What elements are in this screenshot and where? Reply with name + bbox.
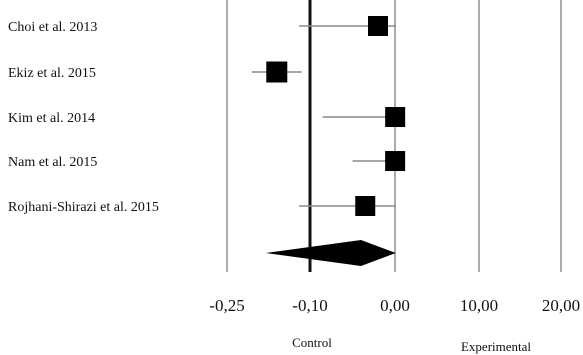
effect-marker <box>355 196 376 216</box>
effect-marker <box>385 107 406 127</box>
effect-marker <box>368 16 388 36</box>
study-label: Ekiz et al. 2015 <box>8 66 96 81</box>
xlabel-control: Control <box>292 335 332 350</box>
x-tick-label: 10,00 <box>460 296 498 315</box>
effect-marker <box>385 151 406 171</box>
x-tick-label: 0,00 <box>380 296 410 315</box>
study-label: Rojhani-Shirazi et al. 2015 <box>8 200 159 215</box>
study-label: Kim et al. 2014 <box>8 111 95 126</box>
study-rows: Choi et al. 2013 Ekiz et al. 2015 Kim et a… <box>8 16 406 216</box>
x-tick-label: 20,00 <box>542 296 580 315</box>
x-axis-ticks: -0,25 -0,10 0,00 10,00 20,00 <box>209 296 580 315</box>
pooled-effect <box>265 240 396 266</box>
study-label: Nam et al. 2015 <box>8 155 97 170</box>
gridlines <box>226 0 562 272</box>
x-tick-label: -0,25 <box>209 296 244 315</box>
study-label: Choi et al. 2013 <box>8 20 97 35</box>
pooled-diamond <box>265 240 396 266</box>
x-tick-label: -0,10 <box>292 296 327 315</box>
xlabel-experimental: Experimental <box>461 339 531 354</box>
effect-marker <box>266 61 288 83</box>
